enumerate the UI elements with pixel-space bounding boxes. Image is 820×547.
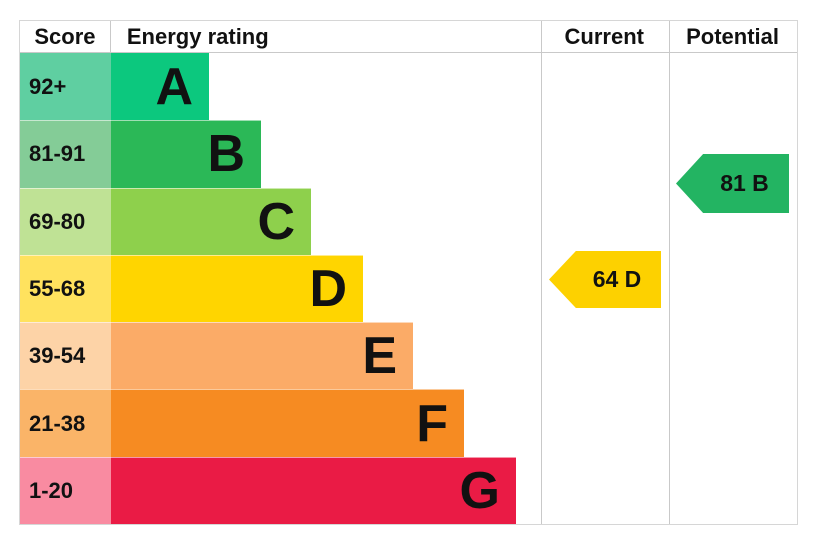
rating-bar-g: G <box>111 456 516 524</box>
header-score: Score <box>20 21 111 52</box>
rating-letter-e: E <box>362 327 397 386</box>
rating-letter-g: G <box>459 461 500 520</box>
band-row-a: 92+ A <box>20 53 797 121</box>
rating-letter-a: A <box>155 57 193 116</box>
rating-letter-b: B <box>207 125 245 184</box>
divider-potential-column <box>669 21 670 524</box>
band-row-b: 81-91 B <box>20 120 797 188</box>
band-row-f: 21-38 F <box>20 389 797 457</box>
bands-rows: 92+ A 81-91 B 69-80 C 55-68 D 39-54 E 21-38 F 1-20 G <box>20 53 797 524</box>
header-potential: Potential <box>686 23 780 49</box>
score-range-c: 69-80 <box>20 187 111 255</box>
potential-arrow-label: 81 B <box>720 170 769 196</box>
header-energy-rating: Energy rating <box>126 23 269 49</box>
rating-bar-f: F <box>111 389 464 457</box>
current-arrow: 64 D <box>549 251 661 308</box>
band-row-e: 39-54 E <box>20 322 797 390</box>
rating-bar-a: A <box>111 53 209 121</box>
potential-arrow: 81 B <box>676 154 789 213</box>
divider-current-column <box>541 21 542 524</box>
score-range-a: 92+ <box>20 53 111 121</box>
rating-bar-d: D <box>111 254 363 323</box>
rating-letter-c: C <box>257 192 295 251</box>
band-row-c: 69-80 C <box>20 187 797 255</box>
rating-bar-b: B <box>111 120 261 188</box>
band-row-g: 1-20 G <box>20 456 797 524</box>
band-row-d: 55-68 D <box>20 254 797 323</box>
rating-bar-e: E <box>111 322 413 390</box>
score-range-d: 55-68 <box>20 254 111 323</box>
rating-table: Score Energy rating Current Potential 92… <box>19 20 798 525</box>
rating-letter-f: F <box>416 394 448 453</box>
current-arrow-label: 64 D <box>592 266 642 292</box>
header-current: Current <box>564 23 644 49</box>
score-range-e: 39-54 <box>20 322 111 390</box>
score-range-f: 21-38 <box>20 389 111 457</box>
score-range-b: 81-91 <box>20 120 111 188</box>
score-range-g: 1-20 <box>20 456 111 524</box>
rating-letter-d: D <box>309 259 347 318</box>
rating-bar-c: C <box>111 187 311 255</box>
table-header: Score Energy rating Current Potential <box>20 21 797 53</box>
